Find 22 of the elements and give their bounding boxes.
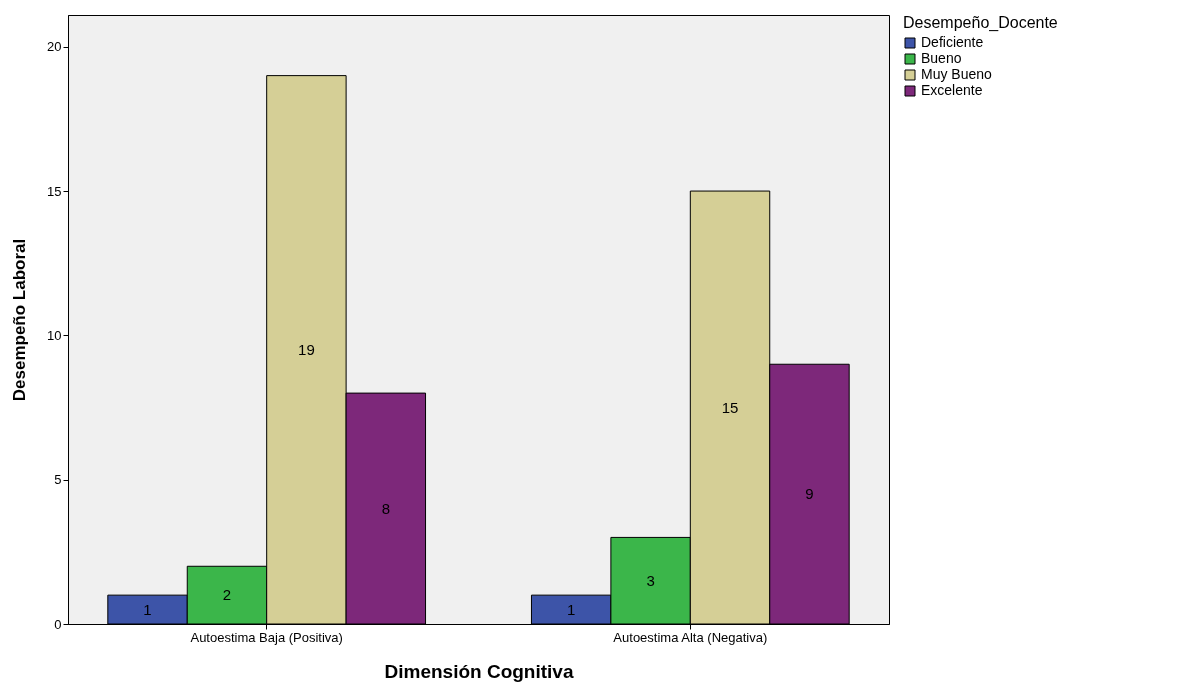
legend-label: Muy Bueno (921, 66, 993, 82)
data-label: 19 (298, 340, 315, 358)
x-tick-label: Autoestima Alta (Negativa) (613, 629, 768, 645)
legend-label: Bueno (921, 50, 962, 66)
data-label: 1 (567, 600, 576, 618)
data-label: 9 (805, 485, 814, 503)
y-tick-label: 0 (54, 616, 62, 632)
x-axis-title: Dimensión Cognitiva (384, 660, 574, 682)
legend-label: Excelente (921, 82, 983, 98)
x-tick-label: Autoestima Baja (Positiva) (190, 629, 343, 645)
y-tick-label: 10 (47, 327, 62, 343)
data-label: 2 (222, 586, 232, 604)
y-tick-label: 15 (47, 183, 62, 199)
legend-title: Desempeño_Docente (903, 14, 1058, 32)
data-label: 8 (381, 499, 390, 517)
y-tick-label: 20 (47, 39, 62, 55)
data-label: 1 (143, 600, 152, 618)
data-label: 3 (646, 571, 655, 589)
data-label: 15 (721, 398, 739, 416)
y-tick-label: 5 (54, 472, 62, 488)
y-axis-title: Desempeño Laboral (10, 238, 30, 402)
legend-label: Deficiente (921, 34, 984, 50)
